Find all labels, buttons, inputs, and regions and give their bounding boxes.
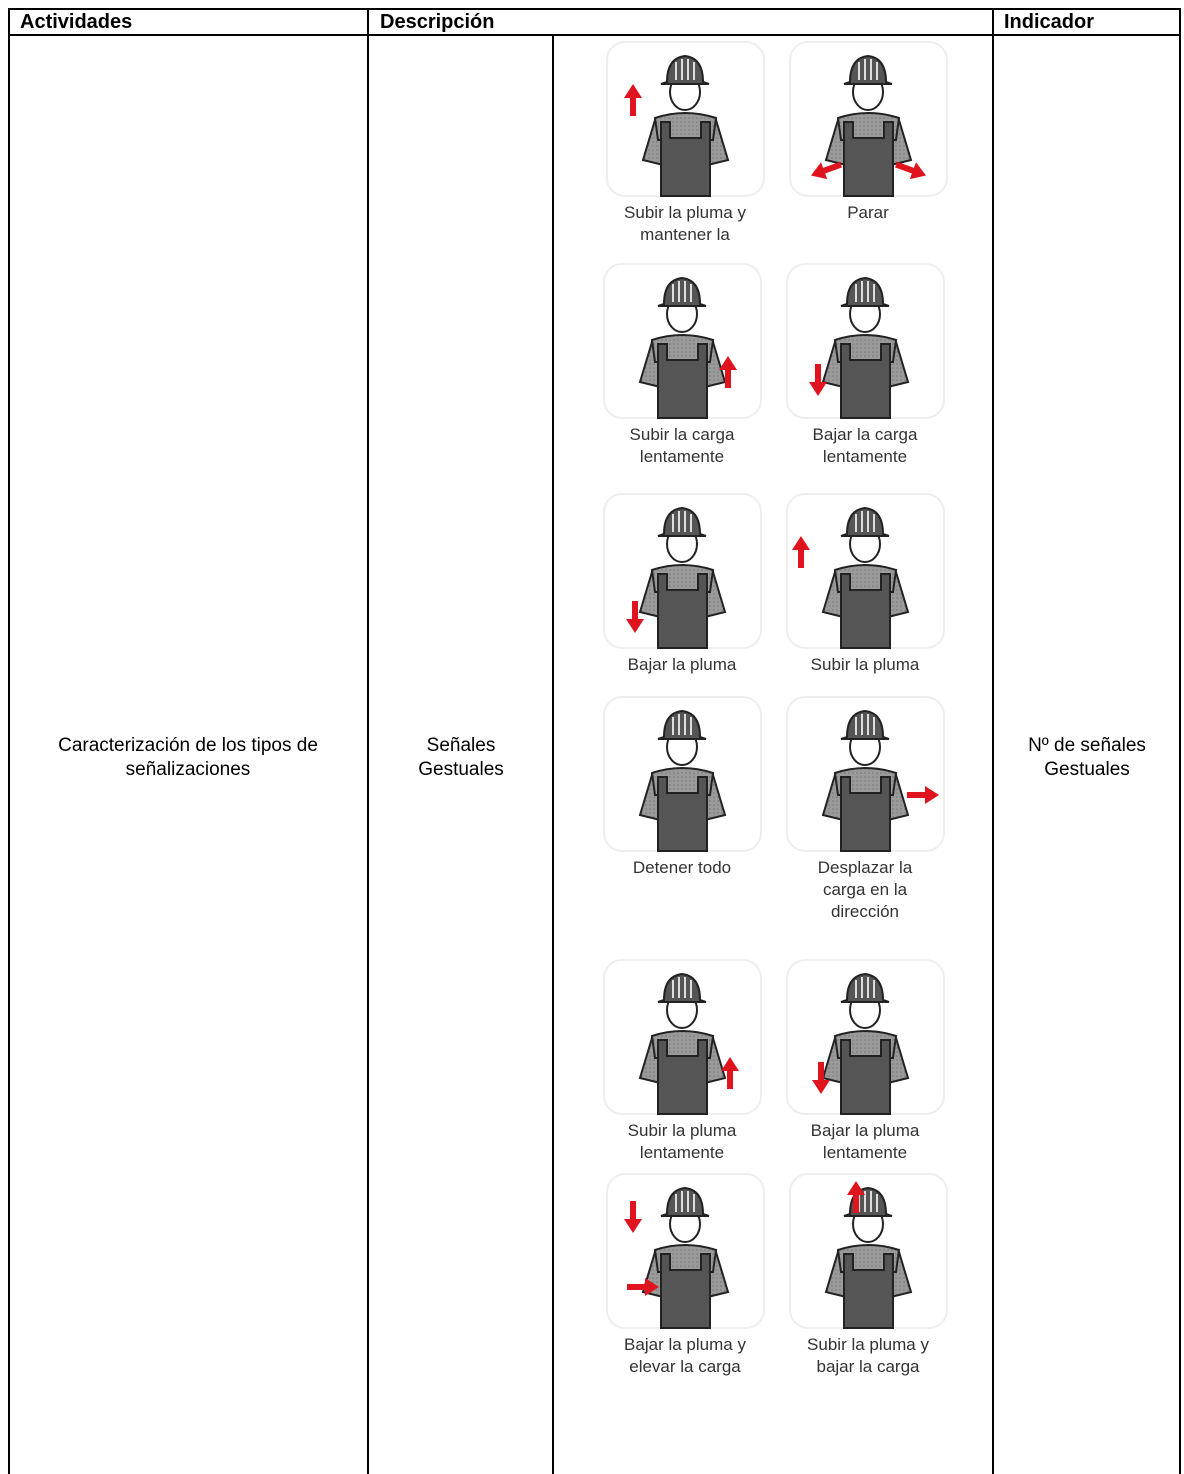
signal-caption: Bajar la pluma [628,654,737,676]
caption-line: Bajar la pluma [627,655,737,674]
caption-line: elevar la carga [629,1357,741,1376]
signal-caption: Bajar la pluma lentamente [811,1120,920,1164]
caption-line: lentamente [639,1143,725,1162]
signal-caption: Detener todo [633,857,731,879]
caption-line: Detener todo [632,858,732,877]
signal-caption: Desplazar la carga en la dirección [818,857,913,923]
signal-caption: Bajar la carga lentamente [813,424,918,468]
caption-line: Subir la pluma y [807,1335,929,1354]
signal-figure [606,41,765,197]
caption-line: carga en la [822,880,908,899]
signal-figure [603,263,762,419]
caption-line: mantener la [640,225,730,244]
header-cell: Descripción [380,11,495,33]
signal-caption: Subir la pluma y bajar la carga [807,1334,929,1378]
header-cell: Indicador [1004,11,1095,33]
caption-line: Bajar la pluma y [624,1335,746,1354]
signal-caption: Bajar la pluma y elevar la carga [624,1334,746,1378]
caption-line: Bajar la pluma [810,1121,920,1140]
caption-line: Parar [847,203,889,222]
border [8,8,1181,10]
caption-line: Subir la pluma [810,655,920,674]
cell: Señales Gestuales [418,735,504,780]
signal-figure [786,696,945,852]
signal-caption: Subir la carga lentamente [630,424,735,468]
border [992,8,994,1474]
signal-caption: Subir la pluma lentamente [628,1120,737,1164]
caption-line: bajar la carga [816,1357,920,1376]
border [367,8,369,1474]
signal-caption: Subir la pluma y mantener la [624,202,746,246]
signal-figure [606,1173,765,1329]
signal-figure [786,493,945,649]
signal-figure [789,1173,948,1329]
signal-figure [603,959,762,1115]
border [1179,8,1181,1474]
caption-line: Subir la pluma y [624,203,746,222]
signal-caption: Subir la pluma [811,654,920,676]
caption-line: dirección [830,902,900,921]
signal-figure [786,263,945,419]
signal-figure [789,41,948,197]
border [552,35,554,1474]
caption-line: lentamente [822,1143,908,1162]
signal-caption: Parar [847,202,889,224]
signal-figure [786,959,945,1115]
cell: Nº de señales Gestuales [1028,735,1146,780]
header-cell: Actividades [20,11,133,33]
caption-line: Desplazar la [817,858,913,877]
caption-line: lentamente [639,447,725,466]
signal-figure [603,696,762,852]
cell: Caracterización de los tipos de señaliza… [58,735,318,780]
caption-line: Subir la carga [629,425,735,444]
caption-line: Bajar la carga [812,425,918,444]
signal-figure [603,493,762,649]
caption-line: lentamente [822,447,908,466]
border [8,8,10,1474]
caption-line: Subir la pluma [627,1121,737,1140]
border [8,34,1181,36]
